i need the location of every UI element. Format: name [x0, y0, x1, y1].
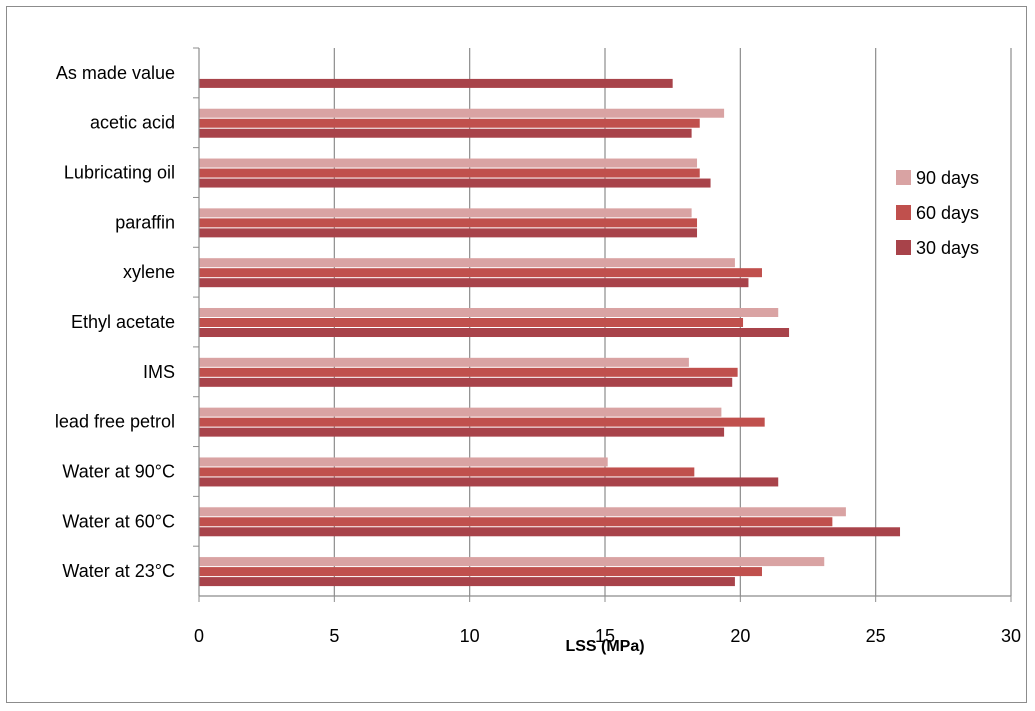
x-axis-title: LSS (MPa) — [565, 638, 644, 655]
bar — [199, 457, 608, 467]
bar — [199, 357, 689, 367]
x-tick-label: 5 — [329, 626, 339, 646]
y-category-label: IMS — [143, 362, 175, 382]
bar — [199, 477, 779, 487]
x-tick-label: 30 — [1001, 626, 1021, 646]
x-tick-label: 0 — [194, 626, 204, 646]
bar — [199, 328, 790, 337]
x-tick-label: 15 — [595, 626, 615, 646]
bars — [199, 78, 901, 587]
x-tick-label: 25 — [866, 626, 886, 646]
y-category-label: Water at 90°C — [62, 461, 175, 481]
bar — [199, 218, 698, 228]
y-category-label: paraffin — [115, 212, 175, 232]
y-category-label: Lubricating oil — [64, 163, 175, 183]
bar — [199, 118, 700, 128]
bar — [199, 377, 733, 387]
bar — [199, 367, 738, 377]
y-category-label: acetic acid — [90, 113, 175, 133]
axes — [193, 47, 1012, 602]
bar — [199, 78, 673, 88]
legend-label: 60 days — [916, 203, 979, 223]
legend-swatch — [896, 240, 911, 255]
bar — [199, 467, 695, 477]
bar — [199, 567, 762, 577]
y-category-label: xylene — [123, 262, 175, 282]
x-tick-label: 20 — [730, 626, 750, 646]
bar — [199, 268, 762, 278]
bar — [199, 557, 825, 567]
bar — [199, 258, 735, 268]
chart-frame — [6, 6, 1027, 703]
bar — [199, 308, 779, 317]
tick-labels: 0 5 10 15 20 25 30 Water at 23°C Water at 60°C Wa… — [55, 63, 1021, 646]
y-category-label: As made value — [56, 63, 175, 83]
y-category-label: Water at 23°C — [62, 561, 175, 581]
bar — [199, 318, 744, 327]
bar — [199, 228, 698, 238]
legend-swatch — [896, 170, 911, 185]
bar — [199, 178, 711, 188]
bar — [199, 158, 698, 168]
bar — [199, 417, 765, 427]
bar — [199, 577, 735, 587]
legend-label: 90 days — [916, 168, 979, 188]
bar — [199, 278, 749, 288]
legend: 90 days 60 days 30 days — [896, 168, 979, 258]
bar — [199, 208, 692, 218]
x-tick-label: 10 — [460, 626, 480, 646]
bar — [199, 507, 846, 517]
y-category-label: lead free petrol — [55, 412, 175, 432]
bar — [199, 128, 692, 138]
bar — [199, 108, 725, 118]
bar — [199, 168, 700, 178]
bar — [199, 517, 833, 527]
bar — [199, 527, 901, 537]
y-category-label: Water at 60°C — [62, 511, 175, 531]
bar — [199, 407, 722, 417]
legend-label: 30 days — [916, 238, 979, 258]
bar — [199, 427, 725, 437]
y-category-label: Ethyl acetate — [71, 312, 175, 332]
gridlines — [333, 48, 1012, 596]
legend-swatch — [896, 205, 911, 220]
